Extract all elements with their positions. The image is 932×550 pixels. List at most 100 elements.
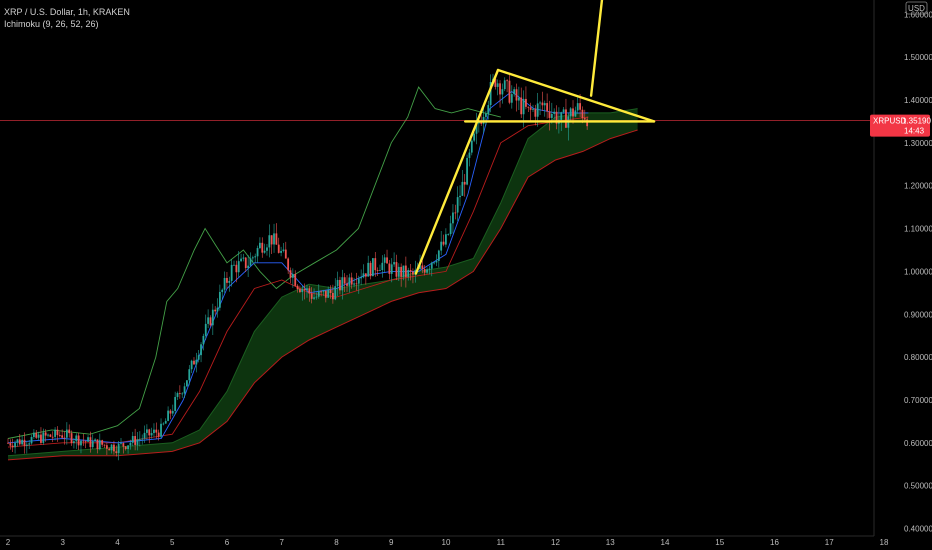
candle-body	[204, 323, 207, 336]
candle-body	[178, 393, 181, 394]
price-axis[interactable]: 0.40000 0.50000 0.60000 0.70000 0.80000 0.900…	[873, 0, 932, 536]
candle-body	[35, 432, 38, 438]
time-tick-label: 9	[389, 538, 394, 547]
candle-body	[266, 247, 268, 251]
candle-body	[494, 78, 497, 87]
candle-body	[98, 440, 101, 450]
candle-body	[277, 244, 280, 253]
candle-body	[522, 98, 525, 115]
candle-body	[68, 429, 71, 434]
symbol-title[interactable]: XRP / U.S. Dollar, 1h, KRAKEN	[4, 7, 130, 17]
candle-body	[461, 181, 464, 196]
candle-body	[146, 429, 148, 433]
candle-body	[329, 289, 332, 294]
current-price-tag: XRPUSD 1.35190 14:43	[870, 114, 931, 137]
candle-body	[162, 423, 165, 425]
time-tick-label: 18	[880, 538, 889, 547]
candle-body	[426, 269, 428, 273]
candle-body	[515, 89, 518, 101]
candle-body	[237, 261, 240, 273]
time-tick-label: 15	[715, 538, 724, 547]
candle-body	[18, 439, 21, 445]
price-tick-label: 0.90000	[904, 310, 932, 319]
candle-body	[40, 434, 42, 443]
candle-body	[452, 212, 454, 224]
leading-span-b	[7, 129, 638, 461]
price-tick-label: 0.50000	[904, 482, 932, 491]
time-tick-label: 12	[551, 538, 560, 547]
candle-body	[268, 235, 271, 248]
candle-body	[423, 269, 426, 273]
candle-body	[214, 309, 217, 312]
price-tick-label: 0.60000	[904, 439, 932, 448]
candle-body	[539, 102, 541, 104]
time-tick-label: 5	[170, 538, 175, 547]
candle-body	[58, 435, 61, 436]
candle-body	[108, 448, 111, 451]
candle-body	[207, 317, 210, 324]
candle-body	[510, 94, 513, 103]
candle-body	[273, 233, 275, 245]
lagging-span	[7, 86, 501, 439]
candle-body	[240, 258, 242, 262]
candle-body	[127, 445, 129, 450]
candle-body	[190, 360, 193, 370]
price-tick-label: 1.60000	[904, 10, 932, 19]
candle-body	[301, 288, 304, 293]
candle-body	[181, 393, 184, 395]
candle-body	[553, 111, 556, 114]
candle-body	[419, 265, 421, 270]
candle-body	[428, 268, 431, 270]
time-axis[interactable]: 2 3 4 5 6 7 8 9 10 11 12 13 14 15 16 17 18	[0, 535, 889, 547]
candle-body	[572, 108, 574, 117]
candle-body	[376, 270, 379, 271]
candle-body	[256, 248, 259, 257]
candle-body	[291, 274, 294, 278]
candle-body	[167, 410, 169, 421]
candle-body	[242, 257, 245, 259]
currency-badge[interactable]: USD	[905, 1, 928, 15]
candle-body	[270, 235, 273, 245]
candle-body	[148, 429, 151, 436]
ichimoku-lines	[7, 86, 589, 448]
candle-body	[317, 291, 320, 297]
candle-body	[299, 289, 301, 293]
candle-body	[209, 317, 212, 326]
candle-body	[393, 262, 395, 265]
candle-body	[91, 441, 94, 448]
candle-body	[263, 250, 266, 253]
candle-body	[228, 280, 231, 283]
candle-body	[388, 263, 391, 274]
candle-body	[576, 103, 579, 111]
candle-body	[306, 288, 308, 290]
time-tick-label: 10	[442, 538, 451, 547]
candle-body	[294, 274, 297, 286]
candle-body	[459, 195, 461, 198]
candle-body	[449, 223, 452, 235]
time-tick-label: 17	[825, 538, 834, 547]
candle-body	[442, 241, 445, 245]
pennant-drawings[interactable]	[414, 0, 656, 275]
candle-body	[412, 271, 414, 275]
candle-body	[84, 441, 87, 443]
price-tick-label: 1.50000	[904, 53, 932, 62]
candle-body	[362, 273, 365, 278]
candle-body	[51, 436, 54, 438]
candle-body	[536, 103, 539, 117]
candle-body	[14, 442, 16, 448]
candle-body	[369, 262, 372, 277]
candle-body	[543, 103, 546, 106]
candle-body	[211, 309, 214, 326]
candle-body	[37, 434, 40, 438]
candle-body	[160, 423, 162, 437]
candle-body	[110, 444, 113, 451]
indicator-title[interactable]: Ichimoku (9, 26, 52, 26)	[4, 19, 99, 29]
time-tick-label: 11	[497, 538, 506, 547]
candle-body	[372, 258, 374, 277]
candle-body	[480, 122, 483, 124]
candle-body	[89, 437, 92, 448]
candle-body	[103, 444, 106, 446]
candle-body	[550, 113, 553, 118]
candle-body	[82, 440, 85, 442]
